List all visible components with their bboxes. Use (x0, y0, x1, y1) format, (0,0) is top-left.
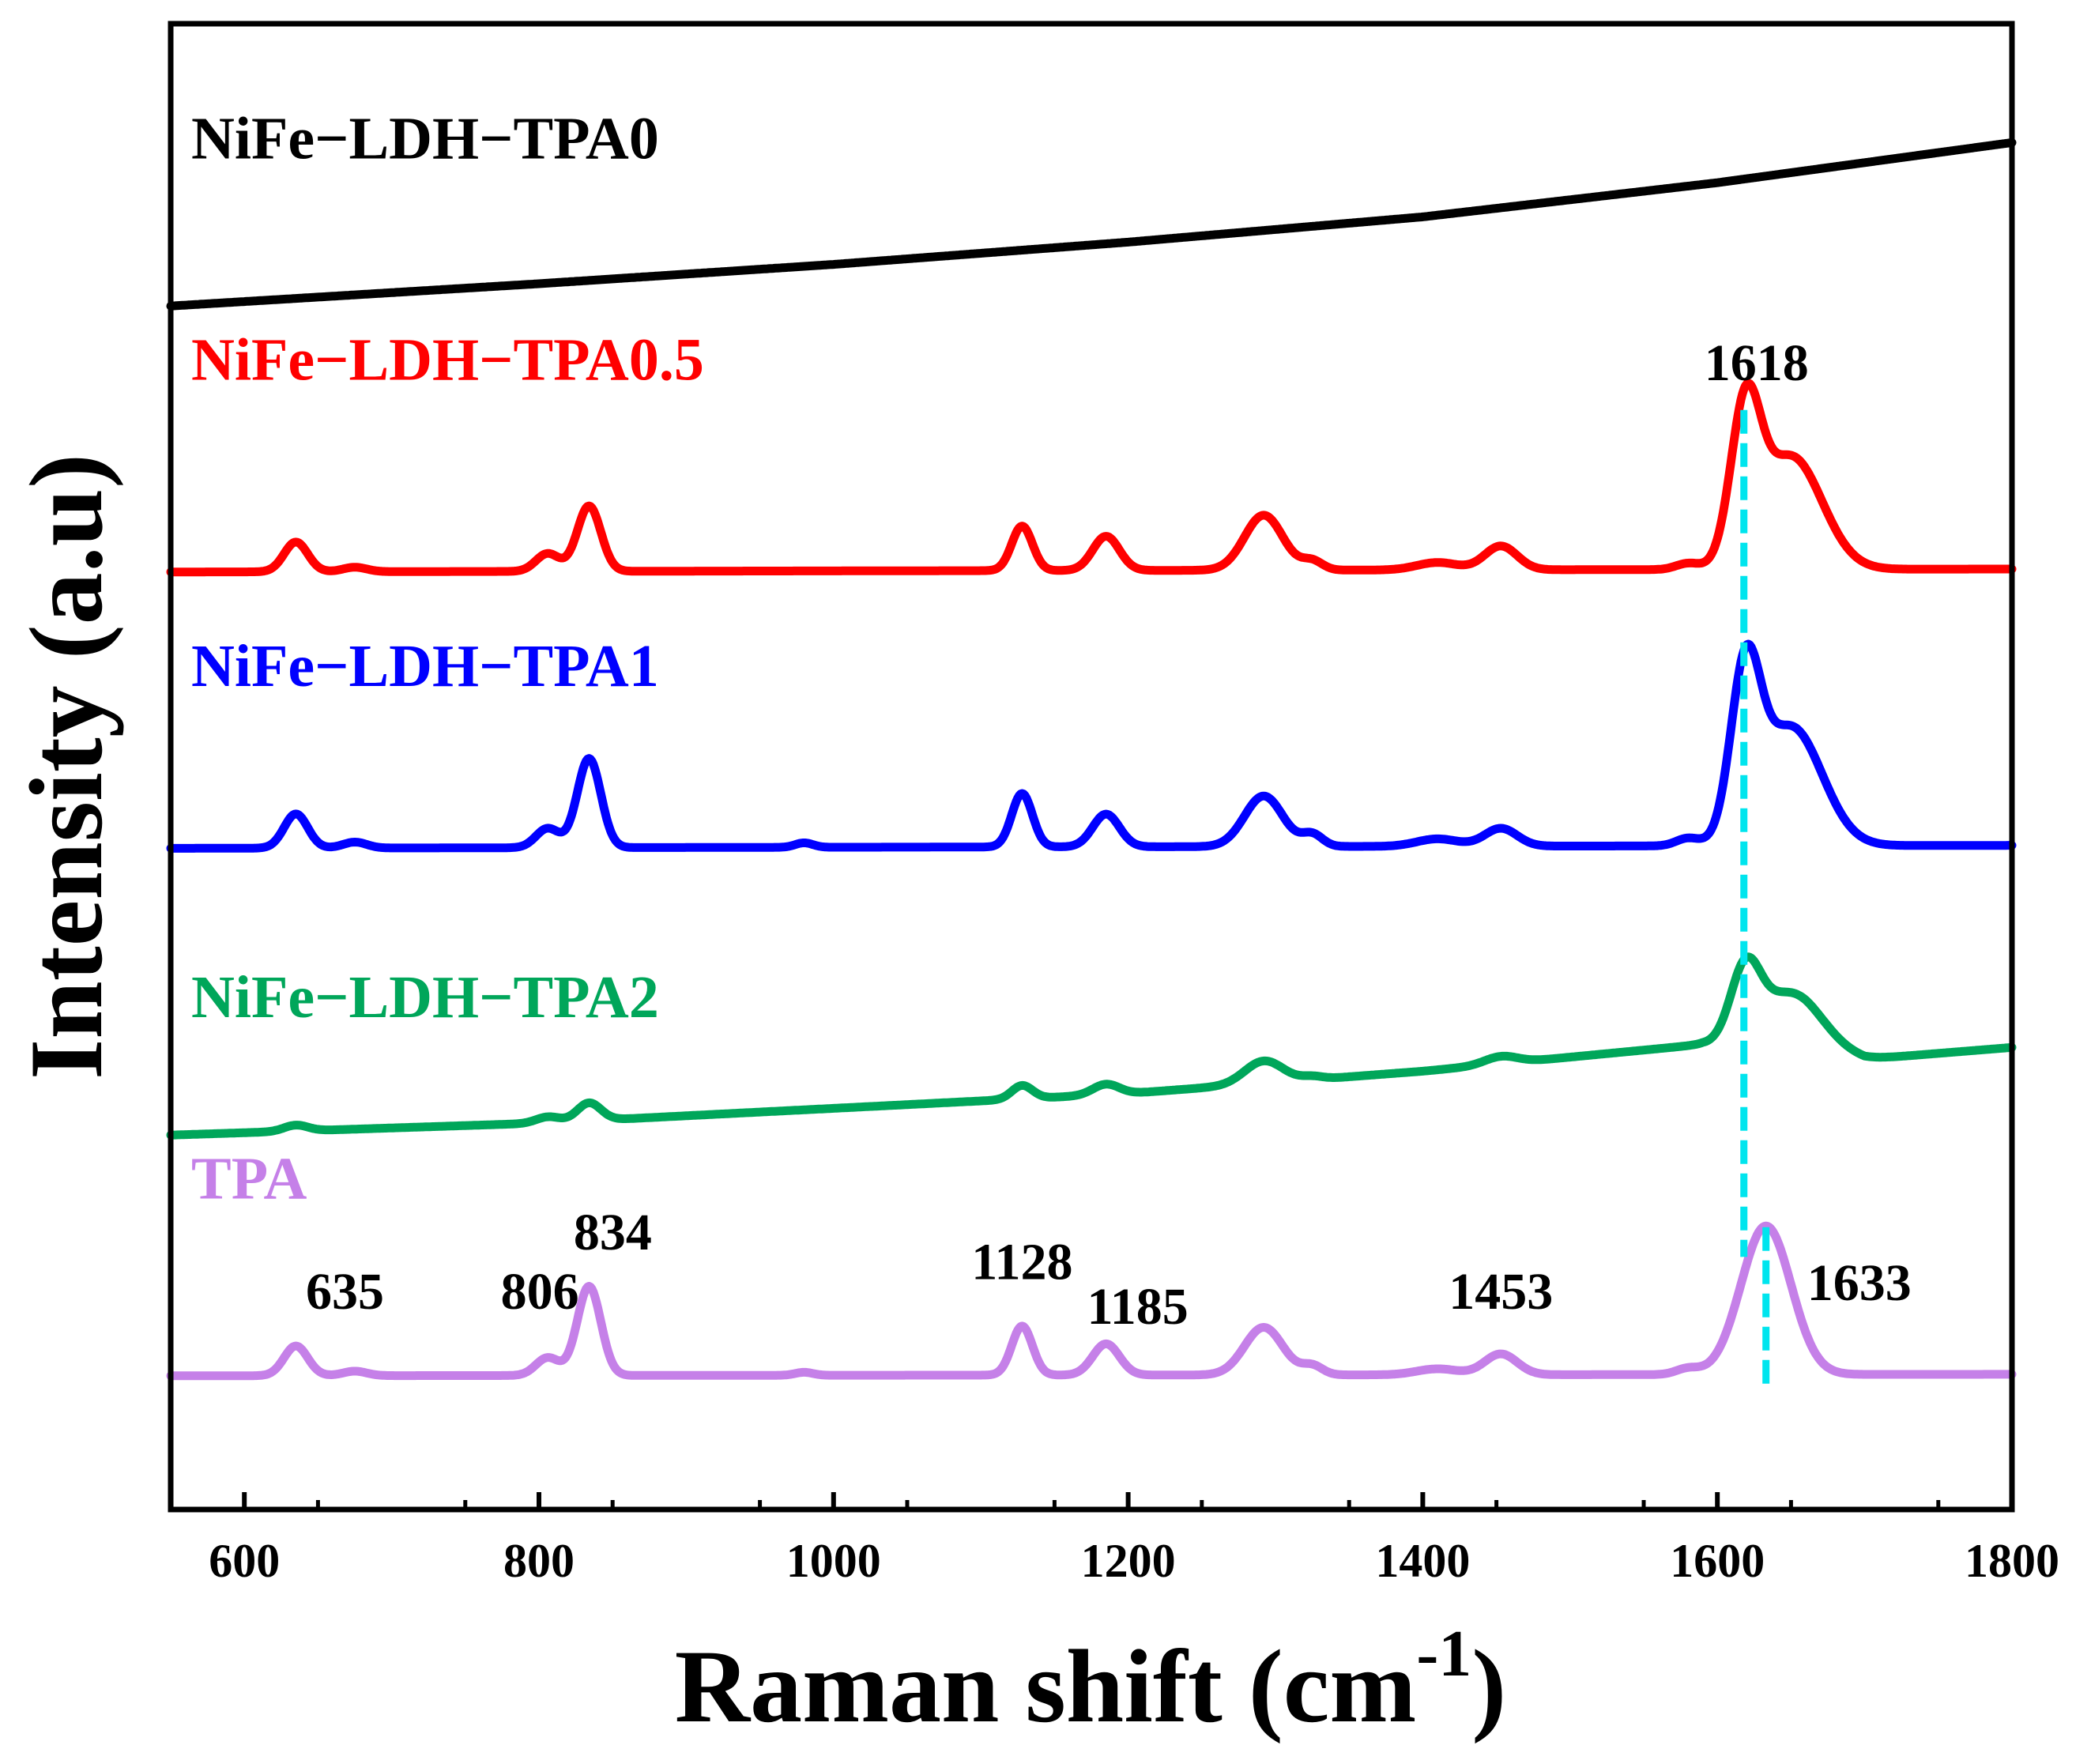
reference-lines: 1618 1633 (1705, 334, 1912, 1391)
x-axis-label-superscript: -1 (1416, 1617, 1471, 1690)
y-axis-label: Intensity (a.u) (8, 454, 124, 1080)
peak-label-1128: 1128 (971, 1234, 1072, 1291)
series-labels: NiFe−LDH−TPA0 NiFe−LDH−TPA0.5 NiFe−LDH−TPA… (191, 105, 704, 1212)
series-line-nife-ldh-tpa0-5 (166, 379, 2017, 577)
series-line-tpa (166, 1221, 2017, 1381)
series-label-nife-ldh-tpa0: NiFe−LDH−TPA0 (191, 105, 659, 172)
series-label-nife-ldh-tpa2: NiFe−LDH−TPA2 (191, 964, 659, 1031)
x-axis-label: Raman shift (cm-1) (675, 1617, 1507, 1744)
series-curves (166, 138, 2017, 1381)
x-tick-label-1000: 1000 (786, 1535, 881, 1587)
x-tick-label-1600: 1600 (1670, 1535, 1765, 1587)
peak-label-1185: 1185 (1087, 1278, 1188, 1336)
x-axis-label-close: ) (1471, 1628, 1506, 1744)
peak-label-635: 635 (306, 1263, 384, 1321)
x-axis-ticks: 600 800 1000 1200 1400 1600 1800 (168, 1492, 2059, 1587)
series-label-nife-ldh-tpa0-5: NiFe−LDH−TPA0.5 (191, 327, 704, 394)
x-tick-label-1400: 1400 (1375, 1535, 1470, 1587)
series-line-nife-ldh-tpa1 (166, 639, 2017, 853)
peak-label-834: 834 (574, 1204, 652, 1261)
x-tick-label-600: 600 (209, 1535, 280, 1587)
x-tick-label-1200: 1200 (1081, 1535, 1176, 1587)
x-axis-label-main: Raman shift (cm (675, 1628, 1417, 1744)
x-tick-label-800: 800 (503, 1535, 575, 1587)
reference-label-1618: 1618 (1705, 334, 1809, 392)
x-tick-label-1800: 1800 (1965, 1535, 2059, 1587)
series-line-nife-ldh-tpa2 (166, 952, 2017, 1140)
series-label-nife-ldh-tpa1: NiFe−LDH−TPA1 (191, 633, 659, 699)
peak-label-806: 806 (501, 1263, 579, 1321)
series-line-nife-ldh-tpa0 (166, 138, 2017, 311)
reference-label-1633: 1633 (1807, 1254, 1912, 1312)
series-label-tpa: TPA (191, 1145, 307, 1212)
peak-label-1453: 1453 (1449, 1263, 1553, 1321)
plot-frame (168, 21, 2015, 1513)
